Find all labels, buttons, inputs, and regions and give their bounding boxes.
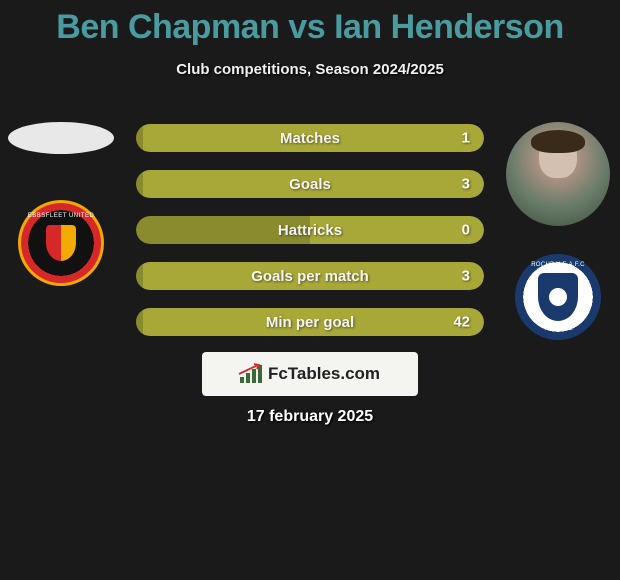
player-left-avatar-placeholder	[8, 122, 114, 154]
right-player-column	[506, 122, 610, 340]
stat-value-right: 42	[453, 314, 470, 331]
stat-value-right: 3	[462, 268, 470, 285]
shield-icon	[46, 225, 76, 261]
stat-label: Min per goal	[136, 314, 484, 331]
stat-value-right: 0	[462, 222, 470, 239]
player-left-club-badge	[18, 200, 104, 286]
shield-icon	[538, 273, 578, 321]
stat-bar: Hattricks0	[136, 216, 484, 244]
stats-list: Matches1Goals3Hattricks0Goals per match3…	[136, 124, 484, 336]
stat-bar: Goals3	[136, 170, 484, 198]
stat-bar: Matches1	[136, 124, 484, 152]
date-label: 17 february 2025	[0, 408, 620, 426]
stat-label: Matches	[136, 130, 484, 147]
subtitle: Club competitions, Season 2024/2025	[0, 61, 620, 78]
page-title: Ben Chapman vs Ian Henderson	[0, 0, 620, 47]
branding-text: FcTables.com	[268, 364, 380, 384]
branding-badge[interactable]: FcTables.com	[202, 352, 418, 396]
chart-icon	[240, 365, 262, 383]
left-player-column	[8, 122, 114, 286]
stat-value-right: 3	[462, 176, 470, 193]
stat-label: Goals per match	[136, 268, 484, 285]
comparison-card: Ben Chapman vs Ian Henderson Club compet…	[0, 0, 620, 580]
stat-label: Goals	[136, 176, 484, 193]
stat-label: Hattricks	[136, 222, 484, 239]
stat-bar: Goals per match3	[136, 262, 484, 290]
player-right-club-badge	[515, 254, 601, 340]
player-right-avatar	[506, 122, 610, 226]
stat-value-right: 1	[462, 130, 470, 147]
stat-bar: Min per goal42	[136, 308, 484, 336]
